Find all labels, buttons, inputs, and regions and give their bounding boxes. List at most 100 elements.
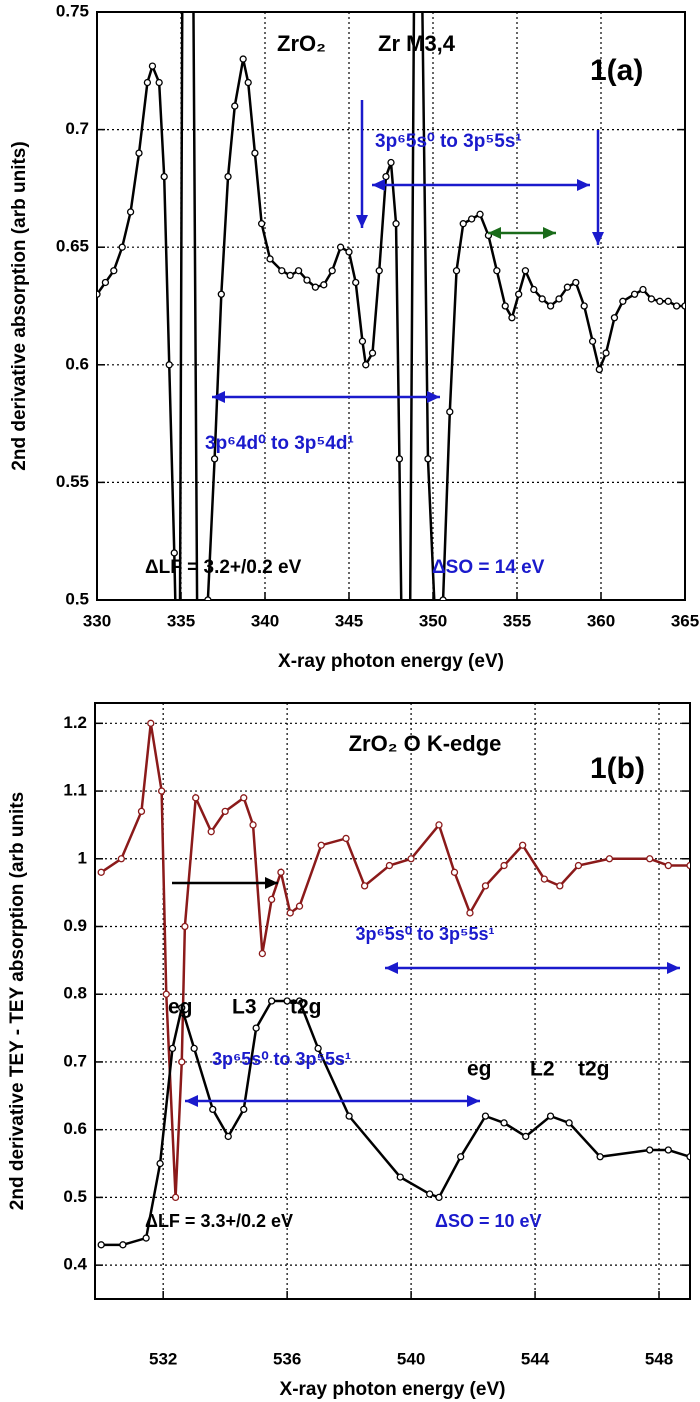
y-tick-label: 0.9 <box>63 916 87 935</box>
data-point <box>342 834 350 843</box>
data-point <box>171 1193 180 1202</box>
y-tick-label: 1.2 <box>63 713 87 732</box>
y-tick-label: 0.5 <box>63 1187 87 1206</box>
data-point <box>162 990 170 998</box>
x-tick-label: 345 <box>335 611 363 630</box>
data-point <box>244 78 252 87</box>
data-point <box>686 1153 690 1161</box>
x-tick-label: 335 <box>167 611 195 630</box>
data-point <box>295 997 304 1005</box>
data-point <box>481 1112 490 1120</box>
y-tick-label: 0.65 <box>56 237 89 256</box>
annotation: ZrO₂ <box>277 31 326 56</box>
data-point <box>664 297 672 305</box>
data-point <box>439 596 447 600</box>
data-point <box>320 281 328 289</box>
arrow-head <box>577 179 590 191</box>
data-point <box>610 314 619 322</box>
data-point <box>588 337 597 345</box>
data-point <box>426 1190 434 1198</box>
data-point <box>266 255 274 263</box>
data-point <box>286 909 294 917</box>
series-line <box>101 999 690 1247</box>
data-point <box>209 1105 217 1114</box>
data-point <box>546 1112 555 1120</box>
data-point <box>157 787 166 795</box>
data-point <box>664 861 672 870</box>
annotation: 1(a) <box>590 54 643 87</box>
arrow-head <box>667 962 680 974</box>
data-point <box>360 882 369 890</box>
y-tick-label: 1 <box>78 848 87 867</box>
y-axis-title: 2nd derivative TEY - TEY absorption (arb… <box>7 792 28 1210</box>
panel: 0.5 0.55 0.6 0.65 0.7 0.75 330 335 340 345 350 355 3… <box>9 1 699 721</box>
data-point <box>277 868 285 876</box>
data-point <box>165 361 173 369</box>
data-point <box>392 220 400 228</box>
data-point <box>459 220 467 228</box>
annotation: ΔSO = 10 eV <box>435 1211 542 1231</box>
arrow-head <box>265 877 278 889</box>
data-point <box>580 302 588 310</box>
annotation: ΔLF = 3.2+/0.2 eV <box>145 557 302 578</box>
data-point <box>595 365 603 374</box>
arrow-head <box>372 179 385 191</box>
data-point <box>217 290 225 298</box>
data-point <box>500 1119 508 1127</box>
arrow-head <box>212 391 225 403</box>
data-point <box>204 596 212 600</box>
data-point <box>368 349 377 357</box>
data-point <box>563 283 572 291</box>
y-tick-label: 0.4 <box>63 1255 87 1274</box>
data-point <box>522 1132 530 1141</box>
annotation: L3 <box>232 996 257 1019</box>
data-point <box>450 868 459 876</box>
x-tick-label: 548 <box>645 1349 673 1368</box>
data-point <box>435 1193 443 1202</box>
x-tick-label: 355 <box>503 611 531 630</box>
series-line <box>100 723 690 1198</box>
x-tick-label: 350 <box>419 611 447 630</box>
data-point <box>602 349 610 357</box>
data-point <box>221 807 229 816</box>
annotation: ΔSO = 14 eV <box>432 557 545 578</box>
y-axis-title: 2nd derivative absorption (arb units) <box>9 141 30 470</box>
data-point <box>407 855 415 863</box>
plot-frame <box>94 702 691 1300</box>
data-point <box>195 715 201 721</box>
x-tick-label: 340 <box>251 611 279 630</box>
data-point <box>178 1058 186 1066</box>
data-point <box>476 210 484 218</box>
data-point <box>555 295 563 303</box>
data-point <box>546 302 555 310</box>
data-point <box>336 243 345 251</box>
data-point <box>137 807 146 816</box>
arrow-head <box>385 962 398 974</box>
annotation: Zr M3,4 <box>378 31 456 56</box>
data-point <box>258 949 266 958</box>
data-point <box>619 297 627 305</box>
data-point <box>192 794 200 802</box>
arrow-head <box>356 215 368 228</box>
annotation: ΔLF = 3.3+/0.2 eV <box>145 1211 293 1231</box>
y-tick-label: 0.8 <box>63 984 87 1003</box>
annotation: t2g <box>578 1058 610 1081</box>
arrow-head <box>427 391 440 403</box>
data-point <box>251 149 259 157</box>
data-point <box>97 868 105 876</box>
data-point <box>249 821 257 829</box>
data-point <box>385 861 394 870</box>
data-point <box>352 278 360 287</box>
data-point <box>294 267 303 275</box>
data-point <box>572 278 580 287</box>
data-point <box>481 882 490 890</box>
data-point <box>605 855 614 863</box>
data-point <box>493 267 501 275</box>
plot-frame <box>96 11 686 601</box>
y-tick-label: 0.7 <box>65 119 89 138</box>
data-point <box>110 267 118 275</box>
data-point <box>303 276 311 284</box>
data-point <box>664 1146 672 1154</box>
data-point <box>574 861 583 870</box>
